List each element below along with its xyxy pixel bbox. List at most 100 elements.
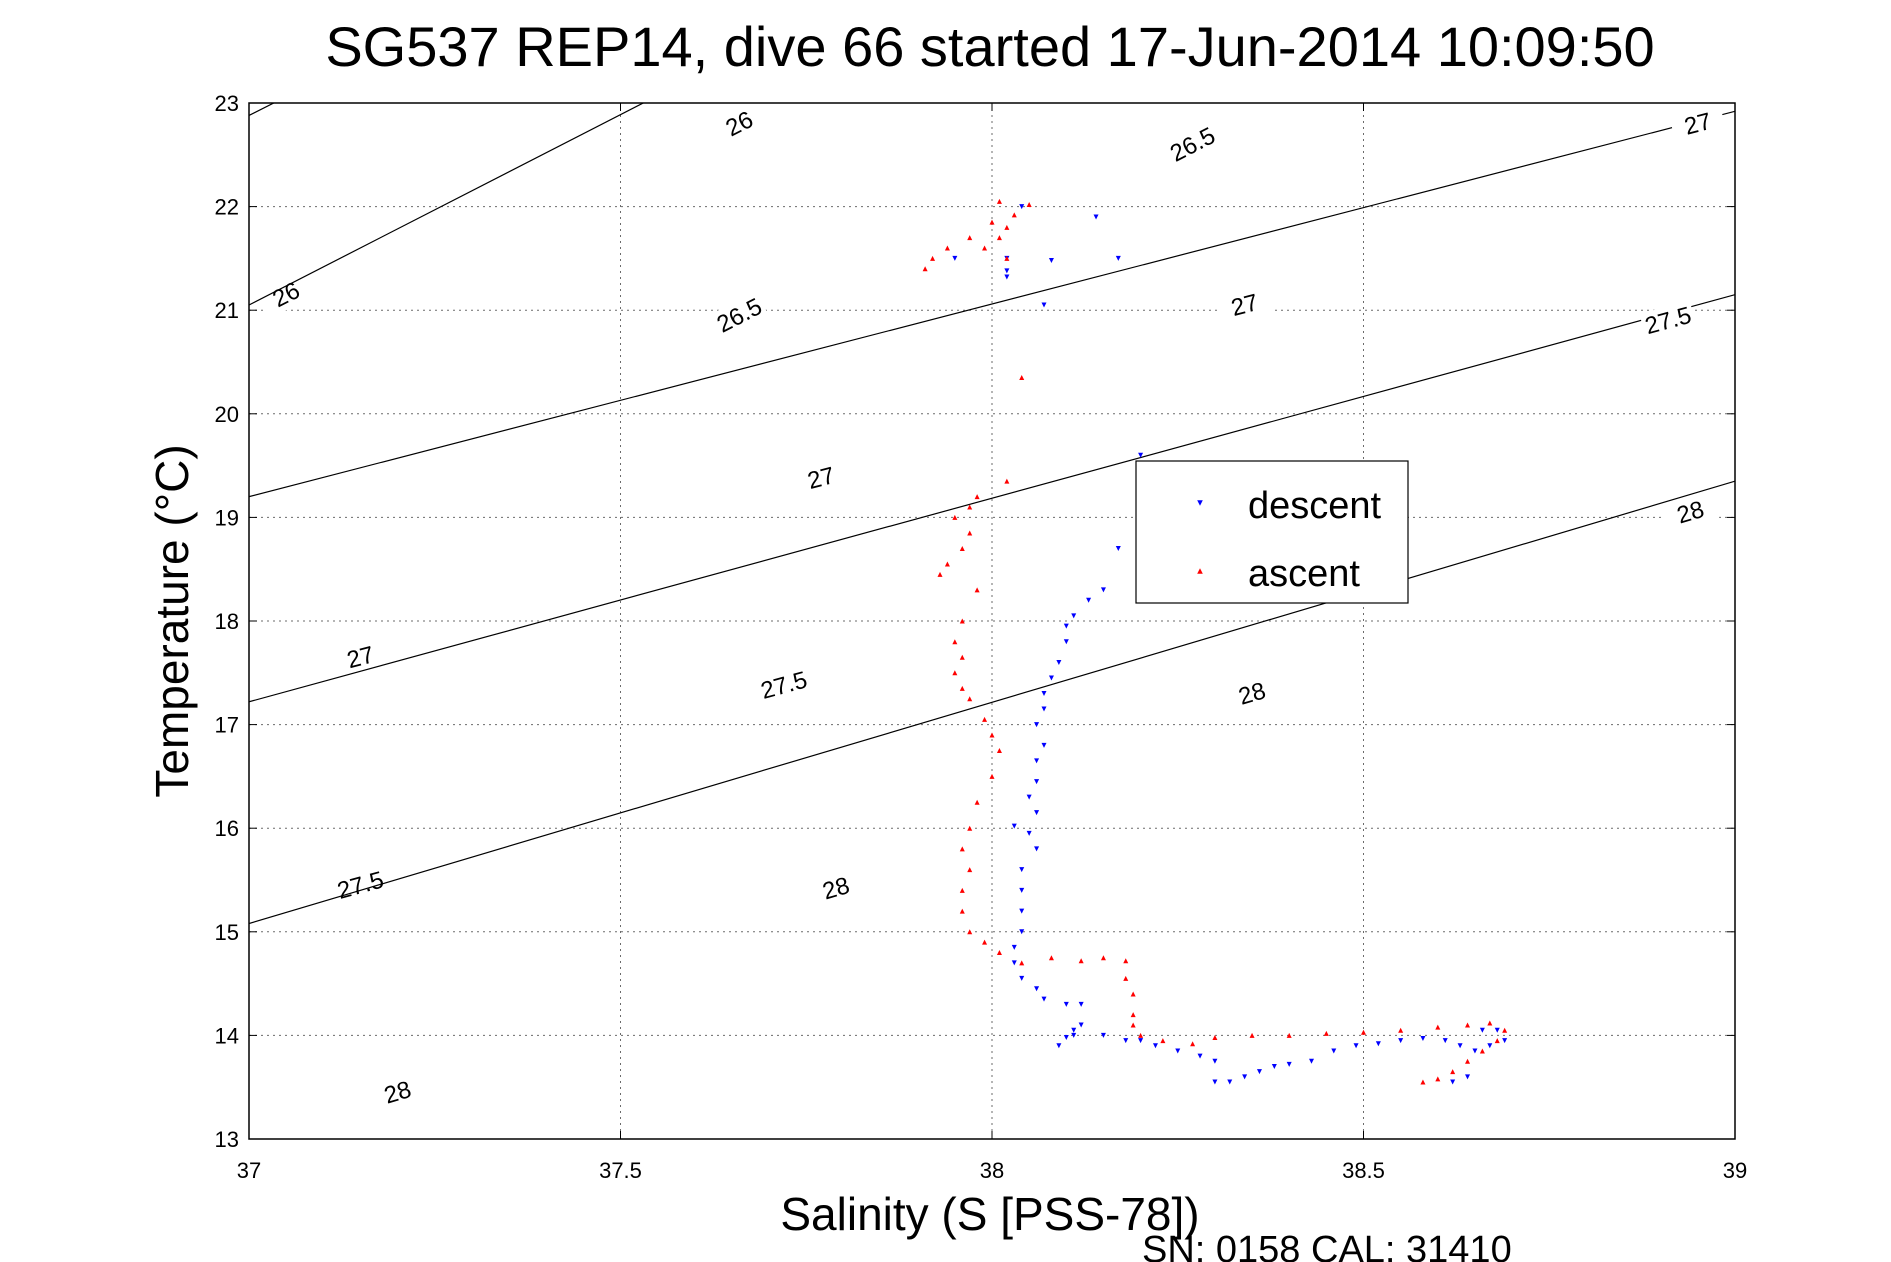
- ascent-point: [952, 514, 958, 520]
- ascent-point: [1323, 1030, 1329, 1036]
- contour-label-bg: [1669, 103, 1727, 144]
- x-tick-label: 37: [237, 1158, 261, 1183]
- descent-point: [1093, 214, 1099, 220]
- legend-marker-ascent: [1197, 568, 1203, 574]
- ascent-point: [1130, 991, 1136, 997]
- x-tick-labels: 37 37.5 38 38.5 39: [237, 103, 1747, 1183]
- ascent-point: [1420, 1079, 1426, 1085]
- y-tick-label: 19: [215, 505, 239, 530]
- contour-label-bg: [1639, 300, 1697, 341]
- descent-point: [1256, 1069, 1262, 1075]
- ascent-point: [967, 696, 973, 702]
- ascent-point: [959, 618, 965, 624]
- legend-marker-descent: [1197, 500, 1203, 506]
- descent-point: [1212, 1079, 1218, 1085]
- ascent-point: [930, 255, 936, 261]
- descent-point: [1465, 1074, 1471, 1080]
- ascent-point: [1190, 1041, 1196, 1047]
- ascent-point: [1123, 958, 1129, 964]
- ascent-point: [967, 530, 973, 536]
- legend-markers: [1197, 500, 1203, 574]
- descent-point: [1019, 975, 1025, 981]
- y-tick-label: 15: [215, 920, 239, 945]
- ascent-point: [959, 654, 965, 660]
- contour-label-bg: [1223, 672, 1281, 715]
- grid-lines: [249, 103, 1735, 1139]
- descent-point: [1041, 691, 1047, 697]
- ascent-point: [1048, 955, 1054, 961]
- contour-label: 27: [1228, 289, 1261, 322]
- ascent-point: [922, 266, 928, 272]
- ascent-point: [944, 561, 950, 567]
- ascent-point: [959, 846, 965, 852]
- ascent-point: [974, 799, 980, 805]
- contour-line: [249, 110, 1735, 498]
- descent-point: [1353, 1043, 1359, 1049]
- ascent-point: [1026, 202, 1032, 208]
- descent-point: [1019, 867, 1025, 873]
- descent-point: [1271, 1063, 1277, 1069]
- descent-point: [1034, 758, 1040, 764]
- ascent-point: [996, 198, 1002, 204]
- ascent-point: [952, 639, 958, 645]
- descent-point: [1123, 1038, 1129, 1044]
- x-axis-label: Salinity (S [PSS-78]): [780, 1188, 1199, 1240]
- legend-label-descent: descent: [1248, 485, 1382, 527]
- descent-point: [1398, 1038, 1404, 1044]
- contour-label-bg: [331, 864, 390, 906]
- ascent-point: [996, 950, 1002, 956]
- contour-label-bg: [807, 867, 865, 910]
- descent-point: [1048, 257, 1054, 263]
- descent-point: [1442, 1038, 1448, 1044]
- y-tick-label: 18: [215, 609, 239, 634]
- ascent-point: [989, 219, 995, 225]
- descent-point: [1063, 623, 1069, 629]
- descent-point: [1026, 794, 1032, 800]
- ascent-point: [982, 716, 988, 722]
- y-tick-label: 16: [215, 816, 239, 841]
- descent-point: [1115, 545, 1121, 551]
- descent-point: [1138, 1038, 1144, 1044]
- y-tick-label: 23: [215, 91, 239, 116]
- ascent-point: [1398, 1027, 1404, 1033]
- legend: descent ascent: [1135, 460, 1409, 604]
- descent-point: [1026, 830, 1032, 836]
- descent-point: [1308, 1058, 1314, 1064]
- ascent-point: [1494, 1038, 1500, 1044]
- descent-point: [1019, 887, 1025, 893]
- contour-label-bg: [792, 457, 850, 499]
- ascent-point: [1019, 960, 1025, 966]
- descent-point: [1034, 986, 1040, 992]
- descent-point: [1227, 1079, 1233, 1085]
- descent-point: [1041, 742, 1047, 748]
- descent-point: [952, 255, 958, 261]
- descent-point: [1004, 268, 1010, 274]
- ascent-point: [1019, 375, 1025, 381]
- ascent-point: [996, 235, 1002, 241]
- descent-point: [1212, 1058, 1218, 1064]
- descent-point: [1034, 722, 1040, 728]
- descent-point: [1420, 1036, 1426, 1042]
- ascent-point: [1130, 1012, 1136, 1018]
- contour-label: 27: [1682, 108, 1715, 141]
- ascent-point: [1123, 975, 1129, 981]
- descent-point: [1457, 1043, 1463, 1049]
- x-tick-label: 38.5: [1342, 1158, 1385, 1183]
- descent-point: [1502, 1038, 1508, 1044]
- ascent-point: [1465, 1022, 1471, 1028]
- ascent-point: [959, 908, 965, 914]
- ascent-point: [967, 825, 973, 831]
- ascent-point: [1130, 1022, 1136, 1028]
- y-tick-label: 13: [215, 1127, 239, 1152]
- ascent-point: [1450, 1069, 1456, 1075]
- descent-point: [1100, 587, 1106, 593]
- data-points: [922, 198, 1508, 1085]
- descent-point: [1063, 1001, 1069, 1007]
- x-tick-label: 37.5: [599, 1158, 642, 1183]
- ascent-point: [1465, 1058, 1471, 1064]
- chart-title: SG537 REP14, dive 66 started 17-Jun-2014…: [325, 15, 1654, 78]
- descent-point: [1011, 944, 1017, 950]
- contour-label-bg: [1163, 120, 1223, 169]
